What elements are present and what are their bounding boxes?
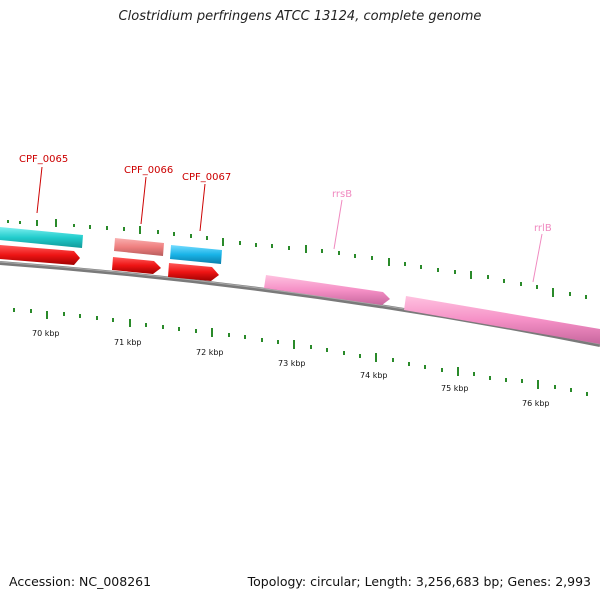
feature-label-cpf-0067[interactable]: CPF_0067	[182, 172, 231, 183]
rrna-arrow-rrsb[interactable]	[264, 275, 390, 305]
map-title: Clostridium perfringens ATCC 13124, comp…	[118, 9, 482, 24]
scale-label: 74 kbp	[360, 371, 388, 380]
scale-label: 70 kbp	[32, 329, 60, 338]
scale-label: 75 kbp	[441, 384, 469, 393]
rrna-arrow-rrlb[interactable]	[404, 296, 600, 344]
leader-line-rrsb	[333, 199, 343, 250]
cog-box-cpf-0067[interactable]	[170, 245, 222, 264]
scale-label: 73 kbp	[278, 359, 306, 368]
genome-backbone	[0, 261, 600, 347]
genome-backbone-highlight	[0, 261, 600, 345]
feature-label-rrsb[interactable]: rrsB	[332, 189, 352, 200]
cog-box-cpf-0065[interactable]	[0, 227, 83, 248]
cds-arrow-cpf-0067[interactable]	[168, 263, 219, 281]
scale-label: 72 kbp	[196, 348, 224, 357]
leader-line-rrlb	[532, 233, 543, 283]
cds-arrow-cpf-0065[interactable]	[0, 245, 80, 265]
leader-line-cpf-0067	[199, 183, 206, 232]
feature-label-cpf-0066[interactable]: CPF_0066	[124, 165, 173, 176]
leader-line-cpf-0066	[140, 176, 147, 225]
genome-summary-text: Topology: circular; Length: 3,256,683 bp…	[247, 574, 591, 589]
gc-ticks-lower	[13, 308, 588, 396]
accession-text: Accession: NC_008261	[9, 574, 152, 589]
cog-box-cpf-0066[interactable]	[114, 238, 164, 256]
scale-label: 76 kbp	[522, 399, 550, 408]
leader-line-cpf-0065	[36, 166, 43, 214]
feature-label-cpf-0065[interactable]: CPF_0065	[19, 154, 68, 165]
feature-label-rrlb[interactable]: rrlB	[534, 223, 552, 234]
cds-arrow-cpf-0066[interactable]	[112, 257, 161, 274]
scale-label: 71 kbp	[114, 338, 142, 347]
gc-ticks-upper	[7, 219, 587, 299]
